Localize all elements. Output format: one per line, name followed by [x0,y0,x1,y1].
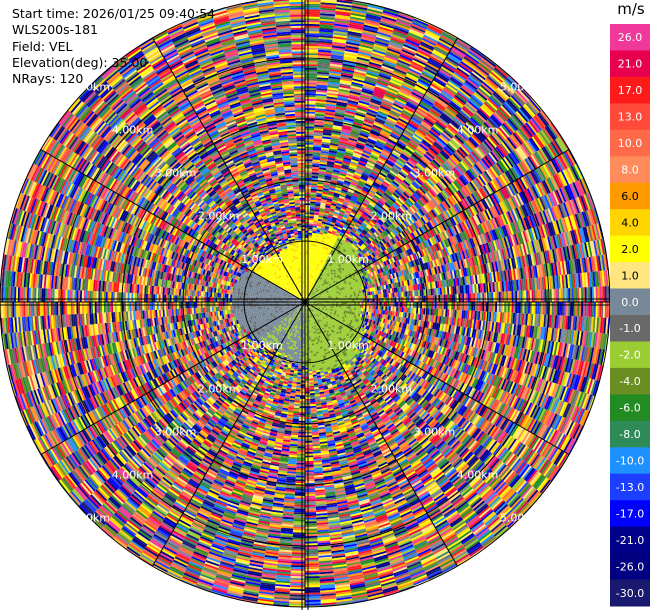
range-ring-label: 1.00km [241,339,283,352]
range-ring-label: 3.00km [414,425,456,438]
colorbar-label: 0.0 [621,296,639,309]
colorbar-swatch [610,129,650,157]
range-ring-label: 5.00km [69,512,111,525]
azimuth-spoke [304,37,458,303]
range-ring-label: 4.00km [112,469,154,482]
colorbar-label: 21.0 [618,58,643,71]
elevation-label: Elevation(deg): 35.00 [12,55,215,71]
azimuth-spoke [40,301,306,455]
colorbar-swatch [610,156,650,184]
colorbar-label: -30.0 [616,587,644,600]
colorbar-label: -13.0 [616,481,644,494]
azimuth-spoke [152,301,306,567]
range-ring-label: 3.00km [155,167,197,180]
colorbar-label: 2.0 [621,243,639,256]
colorbar-swatch [610,209,650,237]
range-ring-label: 1.00km [327,253,369,266]
range-ring-label: 3.00km [155,425,197,438]
colorbar-label: -26.0 [616,560,644,573]
range-ring-label: 4.00km [457,469,499,482]
range-ring-label: 4.00km [457,124,499,137]
colorbar-label: -2.0 [619,349,640,362]
colorbar-swatch [610,50,650,78]
azimuth-spoke [304,301,458,567]
colorbar-swatch [610,447,650,475]
range-grid [0,0,610,610]
range-ring-label: 5.00km [69,80,111,93]
colorbar-swatch [610,553,650,581]
colorbar-swatch [610,262,650,290]
colorbar-swatch [610,315,650,342]
range-ring-label: 1.00km [241,253,283,266]
colorbar-label: 8.0 [621,164,639,177]
instrument-label: WLS200s-181 [12,22,215,38]
range-ring-label: 5.00km [500,512,542,525]
azimuth-spoke [152,37,306,303]
colorbar-label: -6.0 [619,402,640,415]
colorbar-swatch [610,24,650,51]
colorbar-label: 26.0 [618,31,643,44]
colorbar-swatch [610,394,650,422]
colorbar-label: 13.0 [618,111,643,124]
colorbar: 26.0 21.0 17.0 13.0 10.0 8.0 6.0 4.0 2.0 1.0 0.0 -1… [610,24,650,607]
azimuth-spoke [304,149,570,303]
range-ring-label: 2.00km [371,382,413,395]
ppi-plot: 1.00km 1.00km 1.00km 1.00km 2.00km 2.00km 2.00… [0,0,610,610]
field-label: Field: VEL [12,39,215,55]
colorbar-label: -8.0 [619,428,640,441]
colorbar-swatch [610,341,650,369]
colorbar-swatch [610,367,650,395]
colorbar-swatch [610,420,650,448]
colorbar-label: 4.0 [621,216,639,229]
velocity-field [0,0,610,607]
colorbar-label: -17.0 [616,507,644,520]
azimuth-spoke [304,301,570,455]
azimuth-spoke [40,149,306,303]
start-time-label: Start time: 2026/01/25 09:40:54 [12,6,215,22]
range-ring-label: 2.00km [371,210,413,223]
colorbar-label: -1.0 [619,322,640,335]
colorbar-label: 6.0 [621,190,639,203]
colorbar-label: -4.0 [619,375,640,388]
range-ring-label: 4.00km [112,124,154,137]
colorbar-label: 17.0 [618,84,643,97]
colorbar-swatch [610,182,650,210]
info-panel: Start time: 2026/01/25 09:40:54 WLS200s-… [12,6,215,87]
colorbar-swatch [610,473,650,501]
range-ring-label: 3.00km [414,167,456,180]
colorbar-swatch [610,579,650,607]
colorbar-label: 10.0 [618,137,643,150]
range-ring-label: 2.00km [198,210,240,223]
colorbar-swatch [610,103,650,131]
colorbar-swatch [610,76,650,104]
colorbar-label: -21.0 [616,534,644,547]
colorbar-units: m/s [615,0,647,18]
range-ring-label: 5.00km [500,80,542,93]
range-ring-label: 1.00km [327,339,369,352]
colorbar-label: -10.0 [616,455,644,468]
colorbar-label: 1.0 [621,269,639,282]
colorbar-swatch [610,235,650,263]
range-ring-label: 2.00km [198,382,240,395]
colorbar-swatch [610,500,650,528]
nrays-label: NRays: 120 [12,71,215,87]
colorbar-swatch [610,526,650,554]
colorbar-swatch [610,288,650,316]
